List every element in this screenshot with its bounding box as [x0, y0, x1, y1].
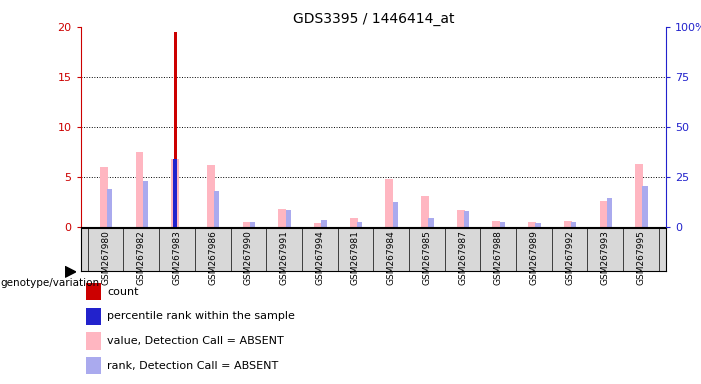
Bar	[457, 210, 465, 227]
Text: GSM267985: GSM267985	[422, 230, 431, 285]
Bar	[86, 308, 101, 325]
Bar	[314, 223, 322, 227]
Bar	[536, 223, 540, 227]
Polygon shape	[65, 266, 76, 277]
Bar	[143, 180, 148, 227]
Text: GSM267995: GSM267995	[637, 230, 646, 285]
Bar	[564, 220, 572, 227]
Bar	[642, 185, 648, 227]
Bar	[350, 218, 358, 227]
Text: GSM267986: GSM267986	[208, 230, 217, 285]
Bar	[214, 190, 219, 227]
Text: GSM267987: GSM267987	[458, 230, 467, 285]
Bar	[107, 189, 112, 227]
Bar	[174, 32, 177, 227]
Bar	[173, 159, 177, 227]
Bar	[338, 238, 659, 271]
Title: GDS3395 / 1446414_at: GDS3395 / 1446414_at	[292, 12, 454, 26]
Bar	[100, 167, 108, 227]
Bar	[386, 179, 393, 227]
Bar	[528, 222, 536, 227]
Bar	[607, 198, 612, 227]
Text: GSM267984: GSM267984	[387, 230, 395, 285]
Bar	[393, 202, 398, 227]
Bar	[278, 209, 286, 227]
Bar	[86, 333, 101, 349]
Bar	[250, 222, 255, 227]
Text: control: control	[191, 248, 234, 261]
Text: GSM267989: GSM267989	[529, 230, 538, 285]
Text: GSM267982: GSM267982	[137, 230, 146, 285]
Text: GSM267994: GSM267994	[315, 230, 325, 285]
Text: GSM267992: GSM267992	[565, 230, 574, 285]
Bar	[500, 222, 505, 227]
Text: GSM267988: GSM267988	[494, 230, 503, 285]
Bar	[493, 220, 501, 227]
Bar	[357, 222, 362, 227]
Text: AQP11 null: AQP11 null	[464, 248, 532, 261]
Text: GSM267981: GSM267981	[351, 230, 360, 285]
Text: value, Detection Call = ABSENT: value, Detection Call = ABSENT	[107, 336, 284, 346]
Text: genotype/variation: genotype/variation	[1, 278, 100, 288]
Bar	[86, 357, 101, 374]
Bar	[428, 218, 434, 227]
Bar	[464, 210, 470, 227]
Bar	[88, 238, 338, 271]
Bar	[207, 165, 215, 227]
Text: count: count	[107, 286, 139, 296]
Text: GSM267990: GSM267990	[244, 230, 253, 285]
Text: GSM267980: GSM267980	[101, 230, 110, 285]
Bar	[421, 195, 429, 227]
Text: percentile rank within the sample: percentile rank within the sample	[107, 311, 295, 321]
Text: GSM267993: GSM267993	[601, 230, 610, 285]
Bar	[171, 159, 179, 227]
Bar	[243, 222, 250, 227]
Bar	[635, 164, 643, 227]
Text: GSM267983: GSM267983	[172, 230, 182, 285]
Bar	[321, 220, 327, 227]
Bar	[285, 210, 291, 227]
Bar	[86, 283, 101, 300]
Text: GSM267991: GSM267991	[280, 230, 289, 285]
Text: rank, Detection Call = ABSENT: rank, Detection Call = ABSENT	[107, 361, 278, 371]
Bar	[599, 200, 607, 227]
Bar	[135, 152, 144, 227]
Bar	[571, 222, 576, 227]
